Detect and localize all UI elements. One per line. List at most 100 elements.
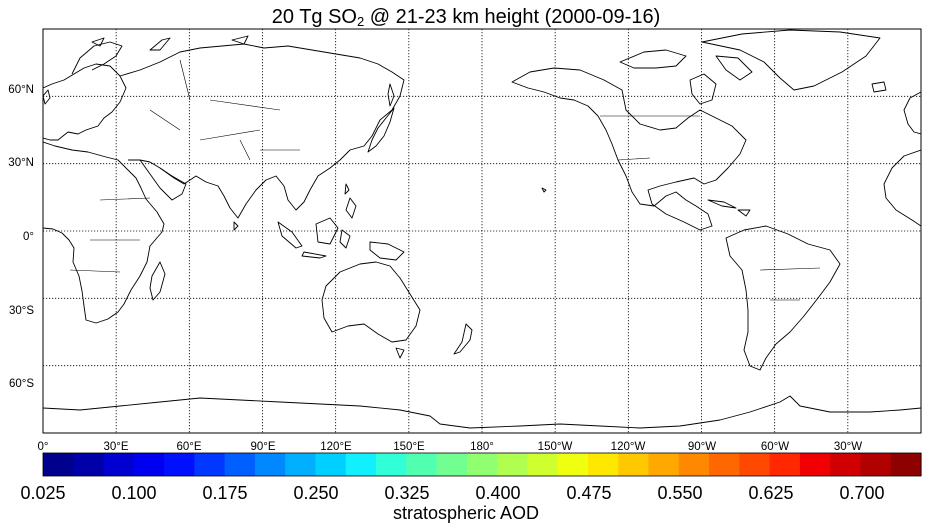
colorbar-segment bbox=[739, 453, 771, 476]
lon-label: 90°W bbox=[687, 441, 717, 453]
tasmania bbox=[395, 347, 405, 359]
graticule bbox=[43, 29, 921, 433]
arctic-archipelago bbox=[619, 49, 687, 69]
japan bbox=[367, 107, 395, 153]
philippines bbox=[345, 197, 357, 219]
arabian-peninsula bbox=[139, 159, 187, 201]
taiwan bbox=[344, 183, 350, 195]
severnaya-zemlya bbox=[231, 35, 249, 45]
australia-coastline bbox=[321, 261, 421, 343]
africa-coastline bbox=[43, 141, 165, 324]
colorbar-tick: 0.100 bbox=[111, 483, 157, 503]
lon-label: 120°E bbox=[320, 441, 352, 453]
title-prefix: 20 Tg SO bbox=[271, 6, 357, 28]
colorbar-segment bbox=[648, 453, 680, 476]
novaya-zemlya bbox=[149, 37, 171, 51]
greenland bbox=[701, 29, 881, 91]
sumatra bbox=[277, 221, 303, 249]
sakhalin bbox=[387, 83, 395, 107]
title-subscript: 2 bbox=[356, 14, 365, 29]
scandinavia bbox=[71, 41, 123, 75]
north-america-coastline bbox=[511, 67, 747, 231]
lon-label: 60°W bbox=[760, 441, 790, 453]
british-isles bbox=[43, 89, 51, 105]
new-guinea bbox=[369, 241, 405, 261]
colorbar-segment bbox=[557, 453, 589, 476]
western-europe-edge bbox=[903, 91, 921, 135]
svalbard bbox=[91, 37, 105, 47]
colorbar-segment bbox=[285, 453, 317, 476]
colorbar-tick: 0.475 bbox=[566, 483, 612, 503]
colorbar-segment bbox=[830, 453, 862, 476]
colorbar-segment bbox=[436, 453, 468, 476]
colorbar-segment bbox=[709, 453, 740, 476]
colorbar-label: stratospheric AOD bbox=[392, 503, 540, 523]
iceland bbox=[871, 81, 887, 93]
lon-label: 150°W bbox=[537, 441, 573, 453]
lon-label: 120°W bbox=[610, 441, 646, 453]
antarctica-coastline bbox=[43, 395, 921, 429]
colorbar bbox=[43, 453, 922, 476]
borneo bbox=[315, 217, 339, 245]
java bbox=[301, 251, 327, 259]
colorbar-tick: 0.625 bbox=[748, 483, 794, 503]
country-borders bbox=[69, 59, 821, 301]
colorbar-segment bbox=[164, 453, 195, 476]
map-title: 20 Tg SO2 @ 21-23 km height (2000-09-16) bbox=[0, 4, 932, 30]
colorbar-segment bbox=[769, 453, 801, 476]
colorbar-segment bbox=[224, 453, 256, 476]
colorbar-segment bbox=[799, 453, 831, 476]
colorbar-segment bbox=[860, 453, 892, 476]
lon-label: 0° bbox=[37, 441, 49, 453]
northwest-africa-edge bbox=[883, 149, 921, 227]
colorbar-segment bbox=[103, 453, 135, 476]
asia-coastline bbox=[119, 43, 405, 219]
colorbar-segment bbox=[618, 453, 650, 476]
hawaii bbox=[541, 187, 547, 193]
colorbar-tick: 0.025 bbox=[20, 483, 66, 503]
colorbar-tick: 0.400 bbox=[475, 483, 521, 503]
lon-label: 30°E bbox=[103, 441, 129, 453]
colorbar-tick: 0.550 bbox=[657, 483, 703, 503]
lat-label: 60°S bbox=[8, 378, 34, 390]
lat-label: 30°N bbox=[8, 157, 34, 169]
colorbar-segment bbox=[376, 453, 407, 476]
lon-label: 30°W bbox=[833, 441, 863, 453]
lat-label: 0° bbox=[23, 231, 34, 243]
map-frame bbox=[42, 28, 922, 434]
colorbar-segment bbox=[678, 453, 710, 476]
cuba bbox=[707, 199, 737, 209]
hispaniola bbox=[737, 209, 751, 217]
colorbar-frame bbox=[42, 452, 922, 477]
madagascar bbox=[149, 261, 166, 301]
colorbar-tick: 0.175 bbox=[202, 483, 248, 503]
sulawesi bbox=[339, 229, 351, 249]
colorbar-segment bbox=[194, 453, 226, 476]
colorbar-segment bbox=[466, 453, 498, 476]
hudson-bay bbox=[689, 73, 717, 105]
colorbar-segment bbox=[406, 453, 438, 476]
lat-label: 30°S bbox=[8, 305, 34, 317]
colorbar-segment bbox=[890, 453, 922, 476]
colorbar-tick: 0.250 bbox=[293, 483, 339, 503]
colorbar-segment bbox=[587, 453, 619, 476]
colorbar-segment bbox=[43, 453, 74, 476]
south-america-coastline bbox=[725, 225, 841, 371]
title-suffix: @ 21-23 km height (2000-09-16) bbox=[364, 6, 661, 28]
lon-label: 60°E bbox=[176, 441, 202, 453]
colorbar-segment bbox=[133, 453, 165, 476]
lon-label: 90°E bbox=[250, 441, 276, 453]
colorbar-segment bbox=[497, 453, 529, 476]
sri-lanka bbox=[233, 221, 239, 231]
lat-label: 60°N bbox=[8, 84, 34, 96]
colorbar-tick: 0.325 bbox=[384, 483, 430, 503]
new-zealand bbox=[453, 323, 473, 355]
lon-label: 180° bbox=[470, 441, 494, 453]
colorbar-tick: 0.700 bbox=[839, 483, 885, 503]
colorbar-segment bbox=[345, 453, 377, 476]
baffin-island bbox=[715, 55, 753, 81]
colorbar-segment bbox=[254, 453, 286, 476]
colorbar-segment bbox=[315, 453, 347, 476]
lon-label: 150°E bbox=[393, 441, 425, 453]
